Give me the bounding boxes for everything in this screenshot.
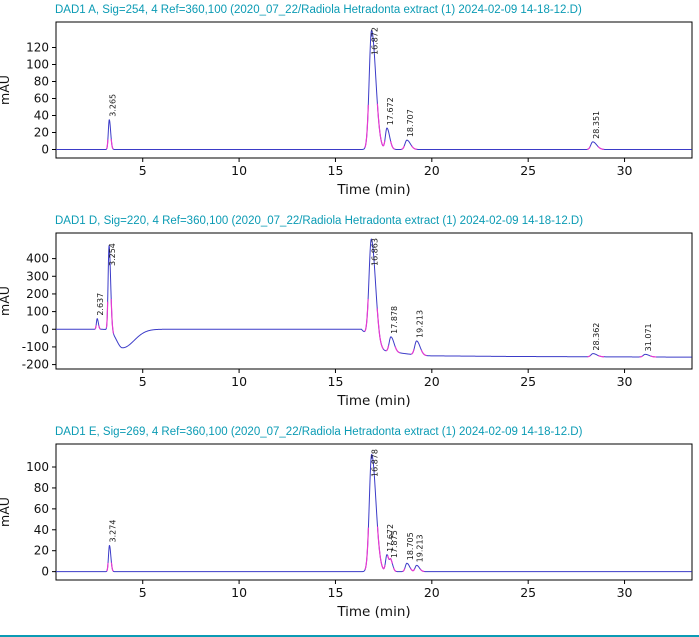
svg-text:17.672: 17.672 <box>386 524 395 552</box>
chromatogram-panel-a: DAD1 A, Sig=254, 4 Ref=360,100 (2020_07_… <box>0 2 699 210</box>
svg-text:80: 80 <box>34 481 49 495</box>
svg-text:15: 15 <box>328 374 344 389</box>
svg-text:5: 5 <box>139 374 147 389</box>
svg-text:20: 20 <box>34 544 49 558</box>
svg-text:16.863: 16.863 <box>370 238 379 266</box>
svg-text:mAU: mAU <box>0 75 12 105</box>
svg-text:100: 100 <box>26 305 49 319</box>
chromatogram-panel-d: DAD1 D, Sig=220, 4 Ref=360,100 (2020_07_… <box>0 213 699 421</box>
svg-text:400: 400 <box>26 252 49 266</box>
svg-text:0: 0 <box>41 143 49 157</box>
svg-text:28.362: 28.362 <box>592 323 601 351</box>
svg-text:31.071: 31.071 <box>644 323 653 351</box>
svg-text:100: 100 <box>26 58 49 72</box>
svg-text:120: 120 <box>26 41 49 55</box>
svg-text:mAU: mAU <box>0 497 12 527</box>
chromatogram-plot-d: 5 10 15 20 25 30 -200 -100 0 100 200 300 400 Time (mi… <box>0 232 693 409</box>
svg-text:25: 25 <box>520 163 536 178</box>
svg-text:300: 300 <box>26 269 49 283</box>
svg-text:30: 30 <box>617 163 633 178</box>
svg-text:16.878: 16.878 <box>371 449 380 477</box>
panel-title-a: DAD1 A, Sig=254, 4 Ref=360,100 (2020_07_… <box>55 4 582 16</box>
svg-text:15: 15 <box>328 585 344 600</box>
svg-text:18.705: 18.705 <box>406 532 415 560</box>
svg-text:19.213: 19.213 <box>416 310 425 338</box>
svg-text:17.672: 17.672 <box>386 97 395 125</box>
chromatogram-plot-a: 5 10 15 20 25 30 0 20 40 60 80 100 120 Time (min) mAU 3… <box>0 21 693 198</box>
svg-text:17.878: 17.878 <box>390 306 399 334</box>
svg-text:10: 10 <box>231 585 247 600</box>
panel-title-e: DAD1 E, Sig=269, 4 Ref=360,100 (2020_07_… <box>55 426 583 438</box>
svg-text:20: 20 <box>424 163 440 178</box>
svg-text:100: 100 <box>26 460 49 474</box>
svg-text:15: 15 <box>328 163 344 178</box>
svg-text:2.637: 2.637 <box>96 293 105 316</box>
svg-text:16.872: 16.872 <box>371 27 380 55</box>
svg-text:17.875: 17.875 <box>390 530 399 558</box>
svg-text:28.351: 28.351 <box>592 111 601 139</box>
svg-text:3.254: 3.254 <box>108 243 117 266</box>
svg-text:25: 25 <box>520 374 536 389</box>
chromatogram-panel-e: DAD1 E, Sig=269, 4 Ref=360,100 (2020_07_… <box>0 424 699 632</box>
svg-text:5: 5 <box>139 163 147 178</box>
svg-text:200: 200 <box>26 287 49 301</box>
svg-text:0: 0 <box>41 565 49 579</box>
svg-text:-100: -100 <box>22 340 49 354</box>
svg-text:18.707: 18.707 <box>406 109 415 137</box>
svg-text:19.213: 19.213 <box>416 534 425 562</box>
svg-text:Time (min): Time (min) <box>336 604 410 620</box>
svg-text:20: 20 <box>424 374 440 389</box>
svg-text:80: 80 <box>34 75 49 89</box>
svg-text:30: 30 <box>617 585 633 600</box>
svg-text:3.265: 3.265 <box>108 94 117 117</box>
svg-text:30: 30 <box>617 374 633 389</box>
svg-text:5: 5 <box>139 585 147 600</box>
svg-text:40: 40 <box>34 109 49 123</box>
svg-text:Time (min): Time (min) <box>336 182 410 198</box>
svg-text:40: 40 <box>34 523 49 537</box>
svg-text:10: 10 <box>231 163 247 178</box>
svg-text:0: 0 <box>41 322 49 336</box>
svg-text:10: 10 <box>231 374 247 389</box>
svg-text:60: 60 <box>34 502 49 516</box>
svg-text:-200: -200 <box>22 358 49 372</box>
svg-text:20: 20 <box>424 585 440 600</box>
svg-text:mAU: mAU <box>0 286 12 316</box>
svg-text:3.274: 3.274 <box>108 520 117 543</box>
svg-text:60: 60 <box>34 92 49 106</box>
svg-text:20: 20 <box>34 126 49 140</box>
svg-text:25: 25 <box>520 585 536 600</box>
chromatogram-plot-e: 5 10 15 20 25 30 0 20 40 60 80 100 Time (min) mAU 3.27… <box>0 443 693 620</box>
panel-title-d: DAD1 D, Sig=220, 4 Ref=360,100 (2020_07_… <box>55 215 584 227</box>
svg-text:Time (min): Time (min) <box>336 393 410 409</box>
